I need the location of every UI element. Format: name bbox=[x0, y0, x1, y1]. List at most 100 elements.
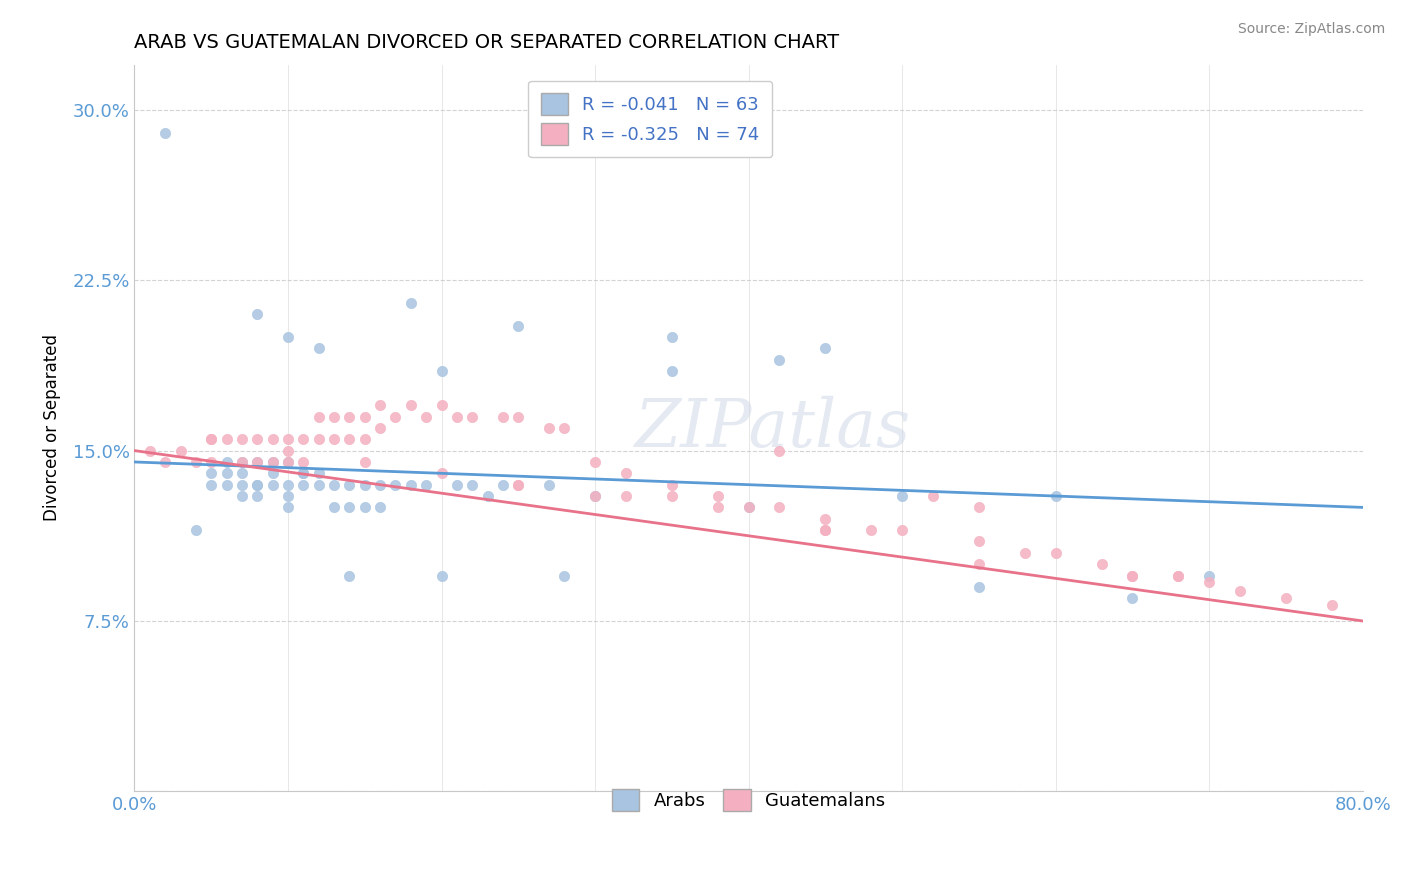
Point bbox=[614, 489, 637, 503]
Point bbox=[262, 455, 284, 469]
Point bbox=[1045, 489, 1067, 503]
Point bbox=[537, 477, 560, 491]
Point bbox=[967, 557, 990, 571]
Legend: Arabs, Guatemalans: Arabs, Guatemalans bbox=[598, 775, 900, 826]
Point bbox=[292, 477, 315, 491]
Point bbox=[492, 477, 515, 491]
Point bbox=[200, 455, 222, 469]
Point bbox=[308, 409, 330, 424]
Point bbox=[292, 432, 315, 446]
Point bbox=[200, 467, 222, 481]
Point bbox=[1229, 584, 1251, 599]
Point bbox=[308, 467, 330, 481]
Point bbox=[814, 512, 837, 526]
Point bbox=[583, 455, 606, 469]
Point bbox=[446, 409, 468, 424]
Point bbox=[246, 455, 269, 469]
Point bbox=[277, 432, 299, 446]
Point bbox=[368, 500, 391, 515]
Point bbox=[184, 455, 207, 469]
Point bbox=[231, 455, 253, 469]
Y-axis label: Divorced or Separated: Divorced or Separated bbox=[44, 334, 60, 522]
Point bbox=[246, 489, 269, 503]
Point bbox=[583, 489, 606, 503]
Point bbox=[537, 421, 560, 435]
Point bbox=[353, 500, 375, 515]
Point bbox=[399, 477, 422, 491]
Point bbox=[1045, 546, 1067, 560]
Point bbox=[1121, 568, 1143, 582]
Point bbox=[308, 342, 330, 356]
Point bbox=[737, 500, 759, 515]
Point bbox=[308, 477, 330, 491]
Point bbox=[368, 398, 391, 412]
Point bbox=[323, 432, 346, 446]
Point bbox=[661, 477, 683, 491]
Text: Source: ZipAtlas.com: Source: ZipAtlas.com bbox=[1237, 22, 1385, 37]
Point bbox=[292, 467, 315, 481]
Point bbox=[1198, 575, 1220, 590]
Point bbox=[262, 455, 284, 469]
Point bbox=[384, 409, 406, 424]
Point bbox=[1167, 568, 1189, 582]
Point bbox=[153, 455, 176, 469]
Point bbox=[339, 432, 361, 446]
Point bbox=[1275, 591, 1298, 606]
Point bbox=[430, 467, 453, 481]
Point bbox=[891, 523, 914, 537]
Point bbox=[323, 477, 346, 491]
Point bbox=[967, 534, 990, 549]
Point bbox=[231, 477, 253, 491]
Point bbox=[246, 307, 269, 321]
Point bbox=[814, 523, 837, 537]
Point bbox=[399, 296, 422, 310]
Point bbox=[430, 398, 453, 412]
Point bbox=[353, 409, 375, 424]
Point bbox=[231, 455, 253, 469]
Point bbox=[368, 477, 391, 491]
Point bbox=[583, 489, 606, 503]
Point bbox=[215, 455, 238, 469]
Point bbox=[231, 432, 253, 446]
Point bbox=[139, 443, 162, 458]
Point bbox=[1014, 546, 1036, 560]
Point bbox=[215, 467, 238, 481]
Point bbox=[368, 421, 391, 435]
Point bbox=[339, 477, 361, 491]
Point bbox=[430, 568, 453, 582]
Point bbox=[707, 489, 730, 503]
Point bbox=[661, 330, 683, 344]
Text: ZIPatlas: ZIPatlas bbox=[636, 395, 911, 460]
Text: ARAB VS GUATEMALAN DIVORCED OR SEPARATED CORRELATION CHART: ARAB VS GUATEMALAN DIVORCED OR SEPARATED… bbox=[135, 33, 839, 52]
Point bbox=[446, 477, 468, 491]
Point bbox=[353, 477, 375, 491]
Point bbox=[814, 342, 837, 356]
Point bbox=[661, 364, 683, 378]
Point bbox=[1091, 557, 1114, 571]
Point bbox=[231, 467, 253, 481]
Point bbox=[399, 398, 422, 412]
Point bbox=[231, 489, 253, 503]
Point bbox=[891, 489, 914, 503]
Point bbox=[277, 477, 299, 491]
Point bbox=[814, 523, 837, 537]
Point bbox=[292, 455, 315, 469]
Point bbox=[477, 489, 499, 503]
Point bbox=[553, 568, 575, 582]
Point bbox=[184, 523, 207, 537]
Point bbox=[353, 432, 375, 446]
Point bbox=[246, 432, 269, 446]
Point bbox=[508, 409, 530, 424]
Point bbox=[553, 421, 575, 435]
Point bbox=[339, 409, 361, 424]
Point bbox=[339, 500, 361, 515]
Point bbox=[921, 489, 943, 503]
Point bbox=[277, 455, 299, 469]
Point bbox=[461, 477, 484, 491]
Point bbox=[246, 477, 269, 491]
Point bbox=[308, 432, 330, 446]
Point bbox=[737, 500, 759, 515]
Point bbox=[661, 489, 683, 503]
Point bbox=[1198, 568, 1220, 582]
Point bbox=[1121, 591, 1143, 606]
